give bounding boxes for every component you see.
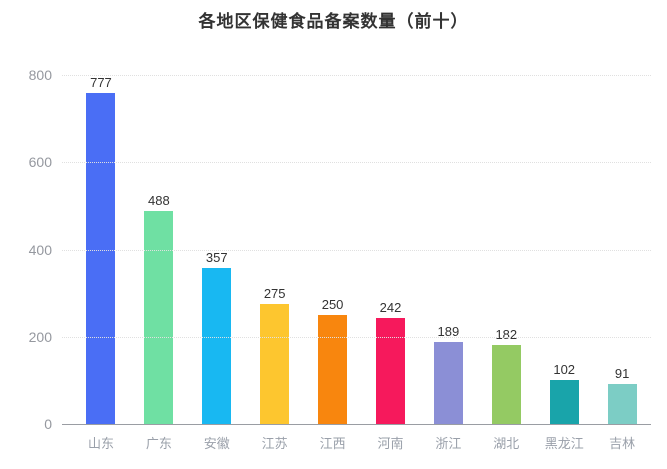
- bar-column: 250: [304, 75, 362, 424]
- x-axis-label: 吉林: [609, 436, 636, 451]
- y-axis-tick-label: 200: [28, 328, 52, 345]
- x-axis-label: 湖北: [493, 436, 520, 451]
- bar-value-label: 357: [205, 250, 228, 266]
- y-axis-labels: 0 200 400 600 800: [0, 67, 52, 432]
- bar-column: 189: [419, 75, 477, 424]
- y-axis-tick-label: 0: [44, 416, 52, 432]
- bars-row: 777 488 357 275 250 242 189 182 102 91: [62, 75, 651, 424]
- bar-column: 242: [362, 75, 420, 424]
- bar-value-label: 91: [614, 366, 630, 382]
- x-axis-label: 安徽: [203, 436, 230, 451]
- bar-江苏: [260, 304, 290, 424]
- bar-column: 777: [72, 75, 130, 424]
- bar-column: 182: [477, 75, 535, 424]
- y-axis-tick-label: 800: [28, 67, 52, 83]
- bar-广东: [144, 211, 174, 424]
- x-axis-labels: 山东 广东 安徽 江苏 江西 河南 浙江 湖北 黑龙江 吉林: [62, 433, 651, 452]
- bar-value-label: 189: [437, 323, 460, 339]
- bar-吉林: [607, 384, 637, 424]
- gridline: [62, 75, 651, 76]
- bar-column: 91: [593, 75, 651, 424]
- bar-column: 102: [535, 75, 593, 424]
- bar-value-label: 777: [90, 75, 112, 90]
- x-axis-label: 江西: [319, 436, 346, 451]
- bar-河南: [375, 318, 405, 424]
- x-axis-label: 江苏: [261, 436, 288, 451]
- gridline: [62, 162, 651, 164]
- gridline: [62, 249, 651, 251]
- x-axis-label: 浙江: [435, 436, 462, 451]
- y-axis-tick-label: 600: [28, 154, 52, 171]
- chart-title: 各地区保健食品备案数量（前十）: [198, 12, 469, 31]
- bar-value-label: 242: [379, 300, 402, 316]
- bar-column: 275: [246, 75, 304, 424]
- bar-value-label: 250: [321, 296, 344, 312]
- bar-value-label: 275: [263, 286, 286, 302]
- bar-value-label: 182: [495, 326, 518, 342]
- y-axis-tick-label: 400: [28, 241, 52, 258]
- x-axis-label: 河南: [377, 436, 404, 451]
- bar-value-label: 488: [148, 193, 170, 209]
- bar-湖北: [491, 344, 521, 424]
- x-axis-label: 广东: [145, 436, 172, 451]
- bar-value-label: 102: [553, 361, 576, 377]
- bar-江西: [318, 314, 348, 424]
- bar-column: 488: [130, 75, 188, 424]
- bar-column: 357: [188, 75, 246, 424]
- plot-area: 777 488 357 275 250 242 189 182 102 91: [62, 75, 651, 425]
- bar-浙江: [433, 341, 463, 424]
- x-axis-label: 黑龙江: [544, 436, 584, 451]
- gridline: [62, 336, 651, 338]
- bar-安徽: [202, 268, 232, 424]
- x-axis-label: 山东: [87, 436, 114, 451]
- bar-黑龙江: [549, 379, 579, 424]
- bar-山东: [86, 93, 116, 424]
